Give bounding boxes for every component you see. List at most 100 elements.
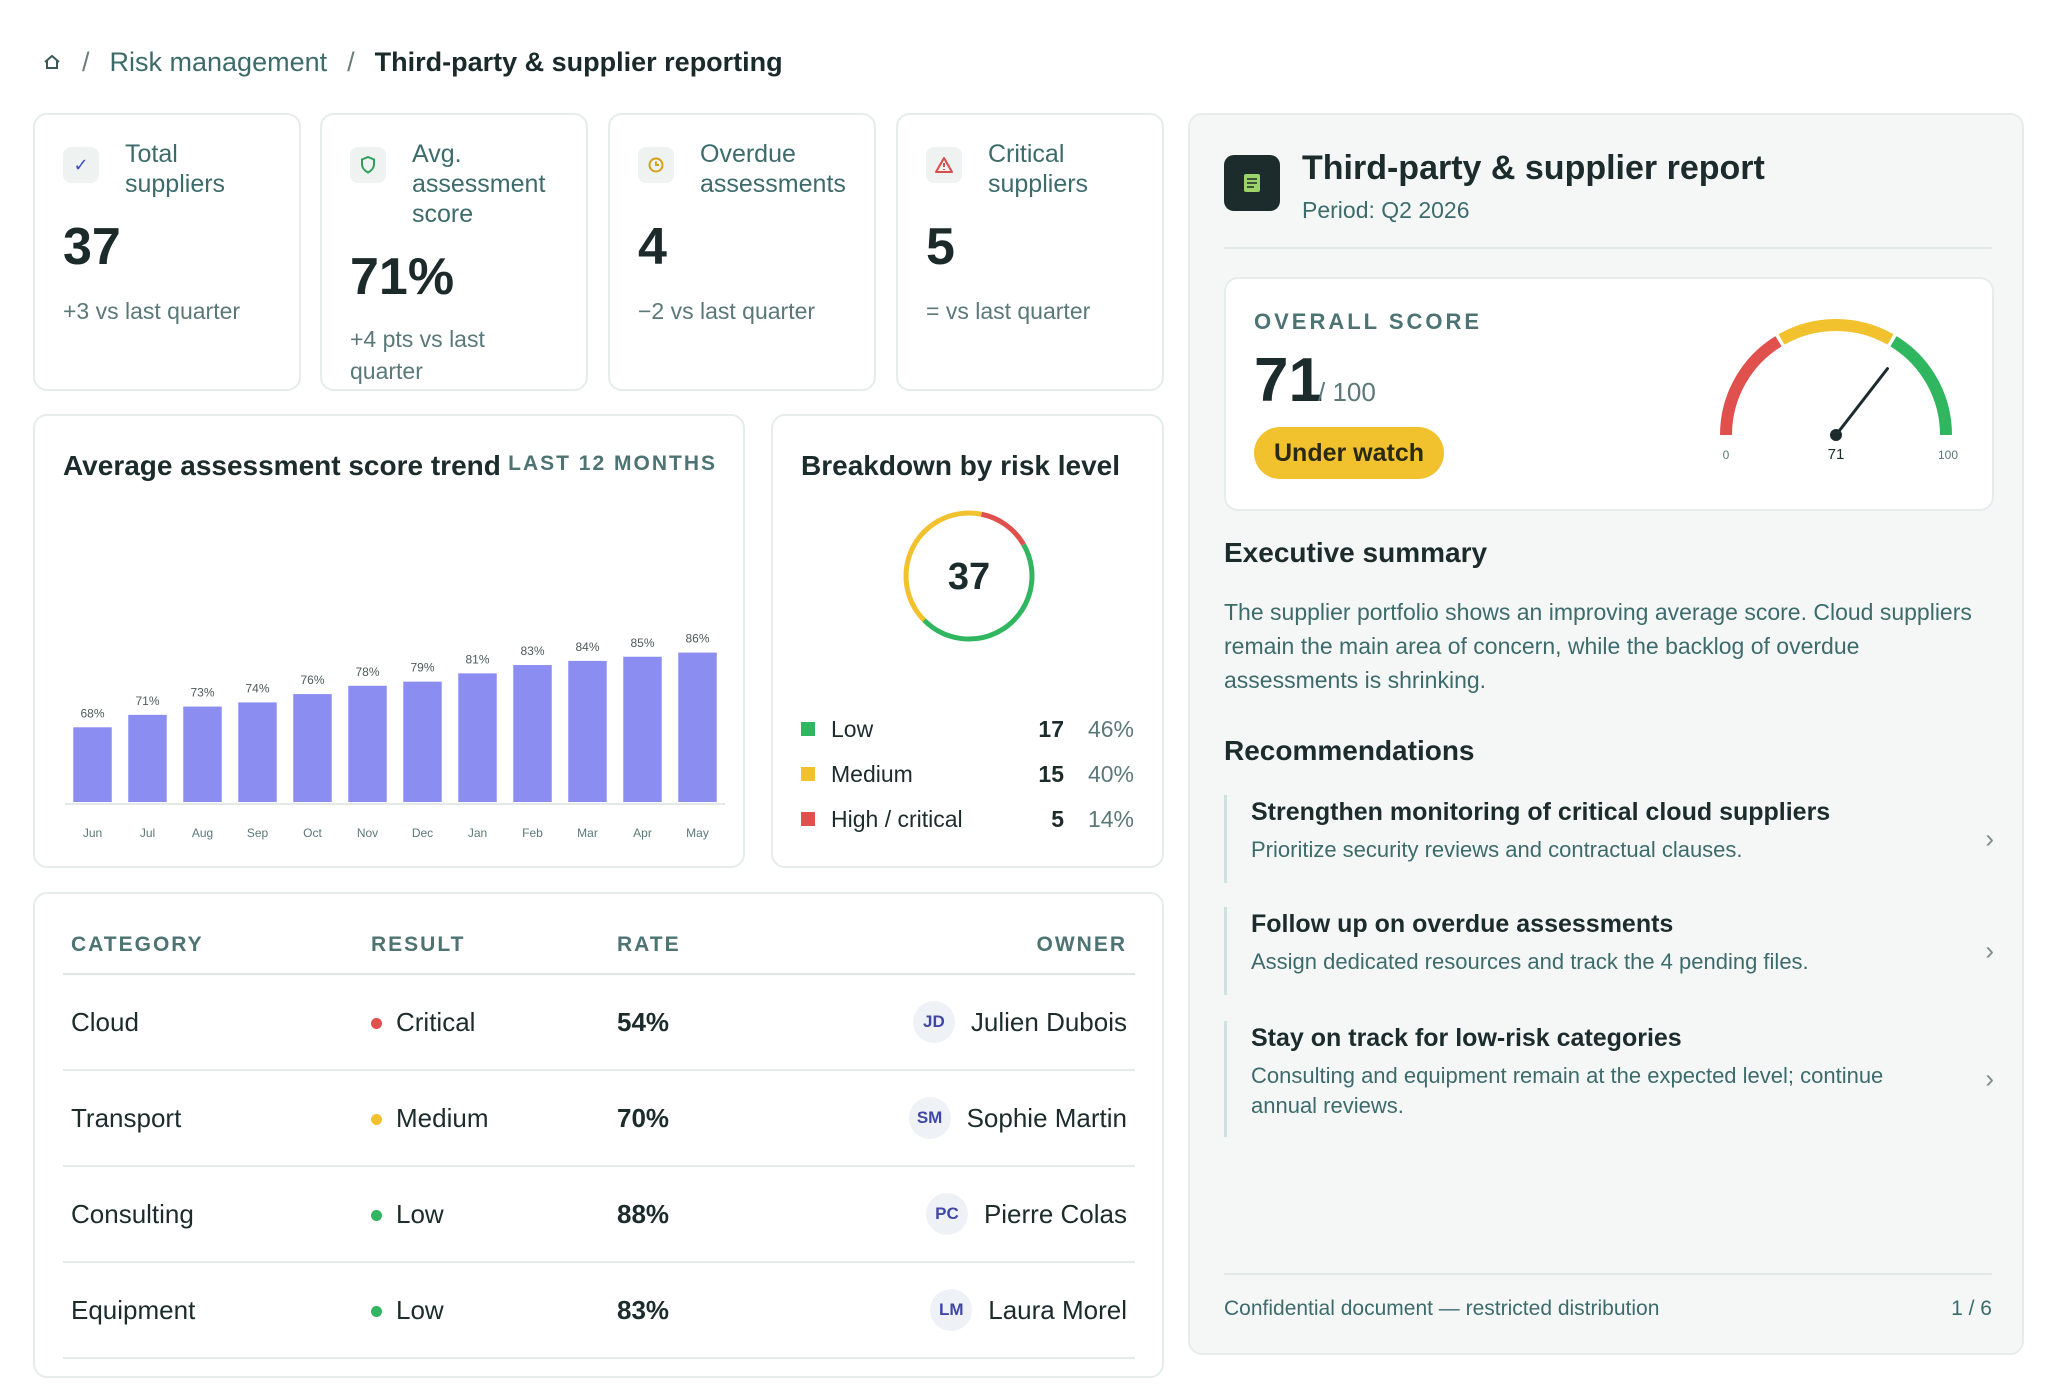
kpi-label: Critical suppliers bbox=[988, 140, 1089, 198]
breadcrumb-risk-management[interactable]: Risk management bbox=[109, 46, 328, 77]
recommendation-title: Stay on track for low-risk categories bbox=[1251, 1024, 1682, 1052]
x-tick-label: Mar bbox=[577, 826, 598, 840]
legend-swatch-high bbox=[801, 812, 815, 826]
recommendation-item[interactable]: Strengthen monitoring of critical cloud … bbox=[1224, 795, 1994, 883]
chevron-right-icon[interactable]: › bbox=[1985, 1063, 1994, 1094]
bar-apr[interactable] bbox=[623, 656, 662, 802]
table-header-row: CATEGORY RESULT RATE OWNER bbox=[63, 916, 1135, 975]
cell-rate: 54% bbox=[609, 974, 809, 1071]
category-table-card: CATEGORY RESULT RATE OWNER Cloud Critica… bbox=[33, 892, 1164, 1378]
breadcrumb-separator: / bbox=[82, 46, 90, 77]
score-label: OVERALL SCORE bbox=[1254, 309, 1483, 334]
chevron-right-icon[interactable]: › bbox=[1985, 823, 1994, 854]
legend-swatch-medium bbox=[801, 767, 815, 781]
bar-jul[interactable] bbox=[128, 714, 167, 802]
gauge-min-label: 0 bbox=[1723, 448, 1730, 462]
breakdown-title: Breakdown by risk level bbox=[801, 450, 1121, 481]
kpi-value: 37 bbox=[63, 218, 121, 276]
divider bbox=[1224, 1273, 1992, 1275]
kpi-overdue-assessments: Overdue assessments 4 −2 vs last quarter bbox=[608, 113, 876, 391]
donut-segment-high-critical[interactable] bbox=[883, 490, 1055, 662]
document-icon bbox=[1224, 155, 1280, 211]
bar-data-label: 68% bbox=[80, 706, 104, 720]
legend-pct: 14% bbox=[1087, 805, 1134, 832]
cell-rate: 88% bbox=[609, 1166, 809, 1263]
shield-icon bbox=[350, 147, 386, 183]
bar-nov[interactable] bbox=[348, 685, 387, 802]
cell-owner: JD Julien Dubois bbox=[809, 974, 1135, 1071]
cell-rate: 70% bbox=[609, 1070, 809, 1167]
avatar: SM bbox=[908, 1097, 951, 1139]
bar-data-label: 71% bbox=[135, 694, 159, 708]
kpi-delta: +3 vs last quarter bbox=[63, 298, 241, 324]
category-table: CATEGORY RESULT RATE OWNER Cloud Critica… bbox=[63, 916, 1135, 1359]
x-tick-label: Aug bbox=[192, 826, 213, 840]
kpi-label: Total suppliers bbox=[125, 140, 226, 198]
result-label: Low bbox=[396, 1294, 444, 1325]
bar-jun[interactable] bbox=[73, 727, 112, 802]
header-rate[interactable]: RATE bbox=[609, 916, 809, 975]
legend-label: Low bbox=[831, 715, 874, 742]
bar-jan[interactable] bbox=[458, 673, 497, 802]
check-icon: ✓ bbox=[63, 147, 99, 183]
score-value: 71 bbox=[1254, 346, 1323, 415]
x-tick-label: Apr bbox=[633, 826, 652, 840]
breadcrumb-separator: / bbox=[347, 46, 355, 77]
cell-result: Low bbox=[363, 1166, 609, 1263]
legend-count: 5 bbox=[1051, 805, 1064, 832]
bar-data-label: 78% bbox=[355, 665, 379, 679]
legend-count: 15 bbox=[1038, 760, 1064, 787]
header-owner[interactable]: OWNER bbox=[809, 916, 1135, 975]
table-row[interactable]: Consulting Low 88% PC Pierre Colas bbox=[63, 1166, 1135, 1263]
bar-may[interactable] bbox=[678, 652, 717, 802]
trend-chart-card: Average assessment score trend LAST 12 M… bbox=[33, 414, 745, 868]
bar-aug[interactable] bbox=[183, 706, 222, 802]
home-icon[interactable] bbox=[42, 52, 62, 72]
avatar: PC bbox=[925, 1193, 968, 1235]
cell-owner: SM Sophie Martin bbox=[809, 1070, 1135, 1167]
summary-text: The supplier portfolio shows an improvin… bbox=[1224, 599, 1972, 693]
trend-bar-chart: 68% Jun 71% Jul 73% Aug 74% Sep 76% Oct 78% Nov 79% D… bbox=[65, 632, 725, 840]
table-row[interactable]: Equipment Low 83% LM Laura Morel bbox=[63, 1262, 1135, 1359]
header-result[interactable]: RESULT bbox=[363, 916, 609, 975]
summary-title: Executive summary bbox=[1224, 537, 1488, 568]
recommendation-desc: Assign dedicated resources and track the… bbox=[1251, 949, 1809, 974]
bar-data-label: 85% bbox=[630, 636, 654, 650]
x-tick-label: Oct bbox=[303, 826, 322, 840]
score-max: / 100 bbox=[1318, 377, 1376, 407]
gauge-segment-yellow bbox=[1778, 319, 1894, 345]
bar-sep[interactable] bbox=[238, 702, 277, 802]
gauge-max-label: 100 bbox=[1938, 448, 1958, 462]
header-category[interactable]: CATEGORY bbox=[63, 916, 363, 975]
risk-donut-chart: 37 bbox=[883, 490, 1055, 662]
bar-oct[interactable] bbox=[293, 694, 332, 802]
bar-feb[interactable] bbox=[513, 665, 552, 802]
bar-dec[interactable] bbox=[403, 681, 442, 802]
chevron-right-icon[interactable]: › bbox=[1985, 935, 1994, 966]
cell-result: Critical bbox=[363, 974, 609, 1071]
result-label: Critical bbox=[396, 1006, 476, 1037]
status-dot bbox=[371, 1306, 382, 1318]
recommendation-desc: Consulting and equipment remain at the e… bbox=[1251, 1063, 1884, 1118]
legend-low: Low 17 46% bbox=[801, 714, 1134, 744]
recommendation-item[interactable]: Stay on track for low-risk categories Co… bbox=[1224, 1021, 1994, 1137]
bar-data-label: 81% bbox=[465, 652, 489, 666]
cell-owner: LM Laura Morel bbox=[809, 1262, 1135, 1359]
table-row[interactable]: Cloud Critical 54% JD Julien Dubois bbox=[63, 974, 1135, 1071]
bar-mar[interactable] bbox=[568, 660, 607, 802]
breadcrumb-current: Third-party & supplier reporting bbox=[374, 46, 783, 77]
legend-count: 17 bbox=[1038, 715, 1064, 742]
kpi-delta: +4 pts vs last quarter bbox=[350, 326, 485, 384]
table-row[interactable]: Transport Medium 70% SM Sophie Martin bbox=[63, 1070, 1135, 1167]
legend-label: High / critical bbox=[831, 805, 963, 832]
report-period: Period: Q2 2026 bbox=[1302, 197, 1470, 223]
donut-segment-medium[interactable] bbox=[883, 490, 1055, 662]
recommendation-item[interactable]: Follow up on overdue assessments Assign … bbox=[1224, 907, 1994, 995]
footer-confidential: Confidential document — restricted distr… bbox=[1224, 1297, 1660, 1320]
trend-title: Average assessment score trend bbox=[63, 450, 501, 481]
recommendation-title: Follow up on overdue assessments bbox=[1251, 910, 1674, 938]
cell-category: Consulting bbox=[63, 1166, 363, 1263]
kpi-value: 71% bbox=[350, 248, 455, 306]
warning-icon bbox=[926, 147, 962, 183]
cell-result: Low bbox=[363, 1262, 609, 1359]
